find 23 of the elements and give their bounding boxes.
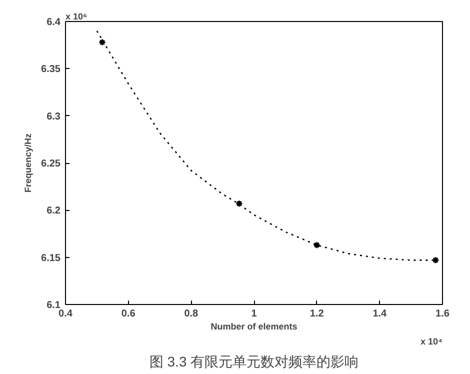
x-tick-label: 1.2 [310, 308, 324, 320]
x-tick-label: 0.4 [58, 308, 73, 320]
y-tick-label: 6.35 [41, 64, 61, 76]
y-tick-label: 6.4 [46, 17, 61, 28]
point [235, 200, 243, 208]
y-tick-label: 6.25 [41, 158, 61, 170]
y-axis-title: Frequency/Hz [23, 132, 34, 193]
point [313, 241, 321, 249]
y-tick-label: 6.15 [41, 252, 61, 264]
caption: 图 3.3 有限元单元数对频率的影响 [149, 354, 359, 370]
y-tick-label: 6.2 [46, 206, 61, 217]
x-tick-label: 1.6 [436, 308, 450, 320]
point [432, 256, 440, 264]
y-tick-label: 6.1 [46, 300, 61, 311]
text: x 10⁴ [420, 336, 442, 346]
x-tick-label: 0.6 [121, 308, 136, 320]
x-tick-label: 1 [251, 308, 258, 320]
x-tick-label: 0.8 [184, 308, 199, 320]
annotation: x 10⁶ [66, 12, 88, 22]
y-tick-label: 6.3 [46, 111, 61, 122]
x-axis-title: Number of elements [210, 322, 298, 332]
point [98, 38, 106, 46]
x-tick-label: 1.4 [372, 308, 388, 320]
